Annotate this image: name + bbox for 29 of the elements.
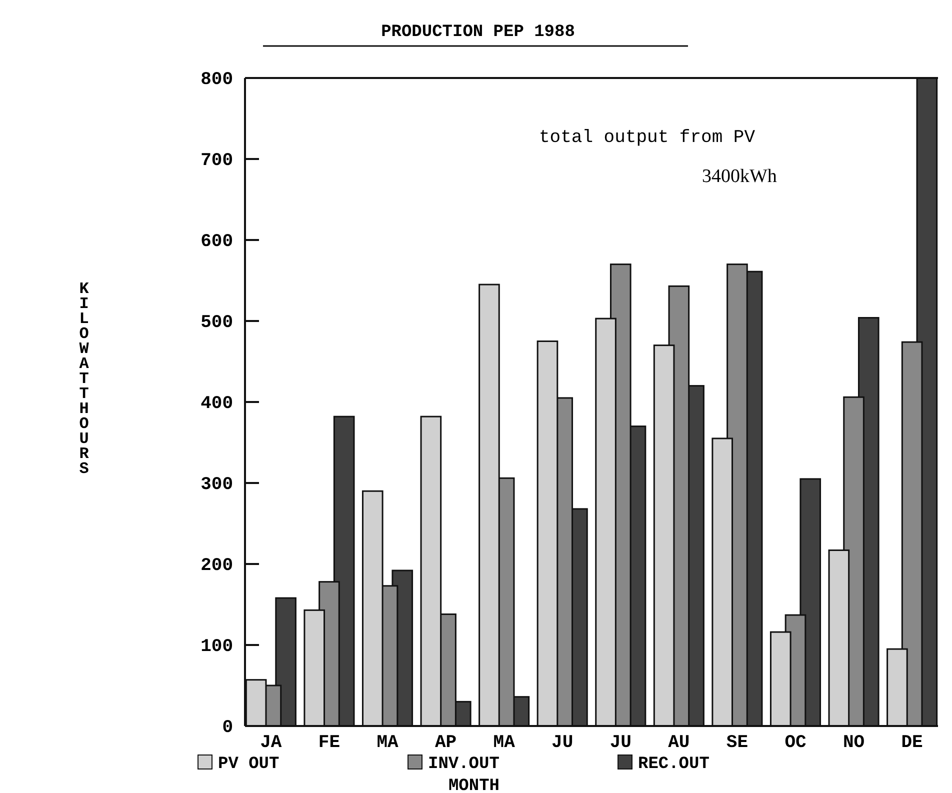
y-tick-label: 300: [200, 475, 233, 495]
annotation: 3400kWh: [702, 166, 778, 187]
x-tick-label: JU: [552, 733, 574, 753]
y-tick-label: 0: [222, 718, 233, 738]
y-tick-label: 500: [200, 313, 233, 333]
chart-title: PRODUCTION PEP 1988: [381, 23, 575, 42]
x-tick-label: OC: [784, 733, 806, 753]
y-tick-label: 400: [200, 394, 233, 414]
x-tick-label: SE: [726, 733, 748, 753]
legend-label: INV.OUT: [428, 755, 500, 774]
legend-label: REC.OUT: [638, 755, 710, 774]
x-axis-title: MONTH: [448, 777, 500, 793]
y-tick-label: 700: [200, 151, 233, 171]
legend-label: PV OUT: [218, 755, 280, 774]
x-tick-label: AP: [434, 733, 457, 753]
annotation: total output from PV: [539, 128, 756, 148]
y-tick-label: 100: [200, 637, 233, 657]
text: KILOWATTHOURS: [79, 280, 89, 478]
x-tick-label: NO: [842, 733, 865, 753]
x-tick-label: JA: [260, 733, 282, 753]
y-tick-label: 200: [200, 556, 233, 576]
y-tick-label: 800: [200, 70, 233, 90]
x-tick-label: MA: [493, 733, 516, 753]
x-tick-label: AU: [668, 733, 690, 753]
x-tick-label: DE: [901, 733, 924, 753]
x-tick-label: FE: [318, 733, 340, 753]
x-tick-label: JU: [610, 733, 632, 753]
y-tick-label: 600: [200, 232, 233, 252]
x-tick-label: MA: [376, 733, 398, 753]
